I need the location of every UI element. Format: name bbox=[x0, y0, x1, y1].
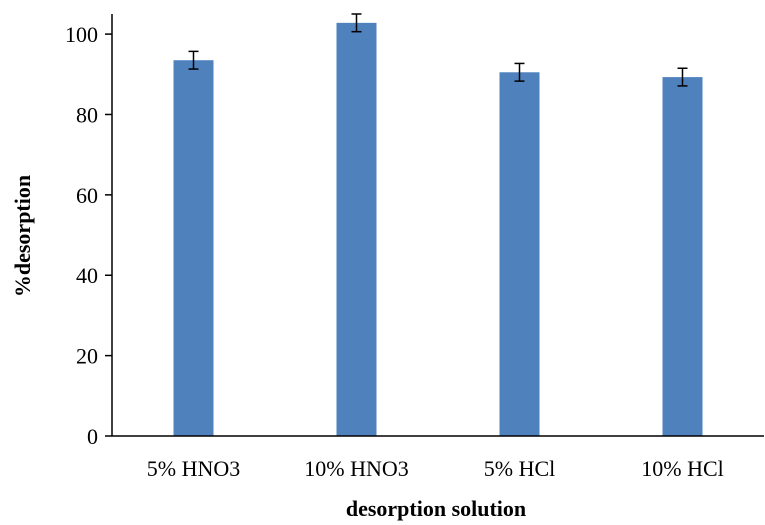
error-bars-layer bbox=[188, 13, 688, 87]
x-tick-label: 10% HCl bbox=[641, 456, 724, 481]
y-tick-label: 0 bbox=[87, 424, 98, 449]
bar bbox=[336, 22, 377, 436]
x-tick-label: 10% HNO3 bbox=[304, 456, 409, 481]
bars-layer bbox=[173, 22, 703, 437]
y-tick-label: 40 bbox=[76, 263, 98, 288]
y-tick-label: 60 bbox=[76, 183, 98, 208]
x-tick-label: 5% HCl bbox=[484, 456, 556, 481]
bar bbox=[173, 60, 214, 436]
x-tick-label: 5% HNO3 bbox=[147, 456, 241, 481]
bar bbox=[499, 72, 540, 437]
y-tick-label: 100 bbox=[65, 22, 98, 47]
y-tick-label: 20 bbox=[76, 344, 98, 369]
y-ticks-layer: 0 20 40 60 80 100 bbox=[65, 22, 112, 449]
x-axis-title: desorption solution bbox=[346, 496, 526, 521]
x-ticks-layer: 5% HNO3 10% HNO3 5% HCl 10% HCl bbox=[147, 456, 724, 481]
y-tick-label: 80 bbox=[76, 102, 98, 127]
y-axis-title: %desorption bbox=[10, 175, 35, 297]
bar bbox=[662, 77, 703, 436]
